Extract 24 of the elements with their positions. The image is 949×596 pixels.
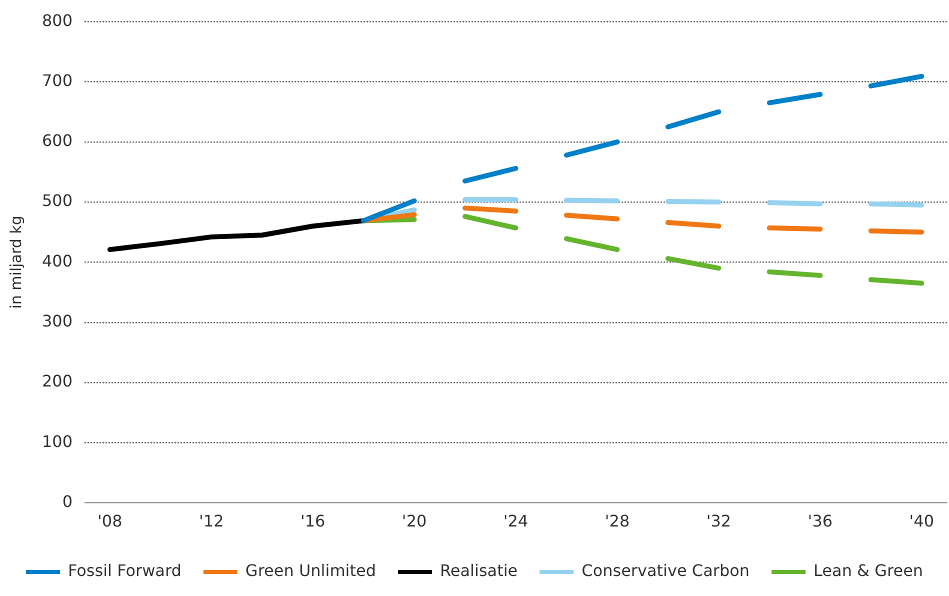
y-tick-label: 100	[42, 432, 73, 451]
y-tick-label: 0	[62, 492, 73, 511]
legend-label: Fossil Forward	[68, 561, 182, 580]
y-axis-title: in miljard kg	[6, 216, 25, 309]
legend-label: Lean & Green	[814, 561, 924, 580]
y-tick-label: 300	[42, 312, 73, 331]
legend-label: Conservative Carbon	[582, 561, 750, 580]
x-tick-label: '32	[706, 512, 732, 531]
x-tick-label: '40	[909, 512, 934, 531]
x-tick-label: '28	[604, 512, 630, 531]
x-tick-label: '08	[98, 512, 122, 531]
x-tick-label: '24	[503, 512, 528, 531]
y-tick-label: 200	[42, 372, 73, 391]
x-tick-label: '12	[198, 512, 224, 531]
y-tick-label: 700	[42, 70, 73, 90]
y-tick-label: 800	[42, 10, 73, 30]
legend-label: Realisatie	[440, 561, 518, 580]
x-tick-label: '20	[402, 512, 427, 531]
y-tick-label: 400	[42, 251, 73, 270]
y-tick-label: 600	[42, 131, 73, 150]
x-tick-label: '36	[808, 512, 833, 531]
legend-label: Green Unlimited	[245, 561, 376, 580]
x-tick-label: '16	[300, 512, 326, 531]
y-tick-label: 500	[42, 191, 73, 210]
